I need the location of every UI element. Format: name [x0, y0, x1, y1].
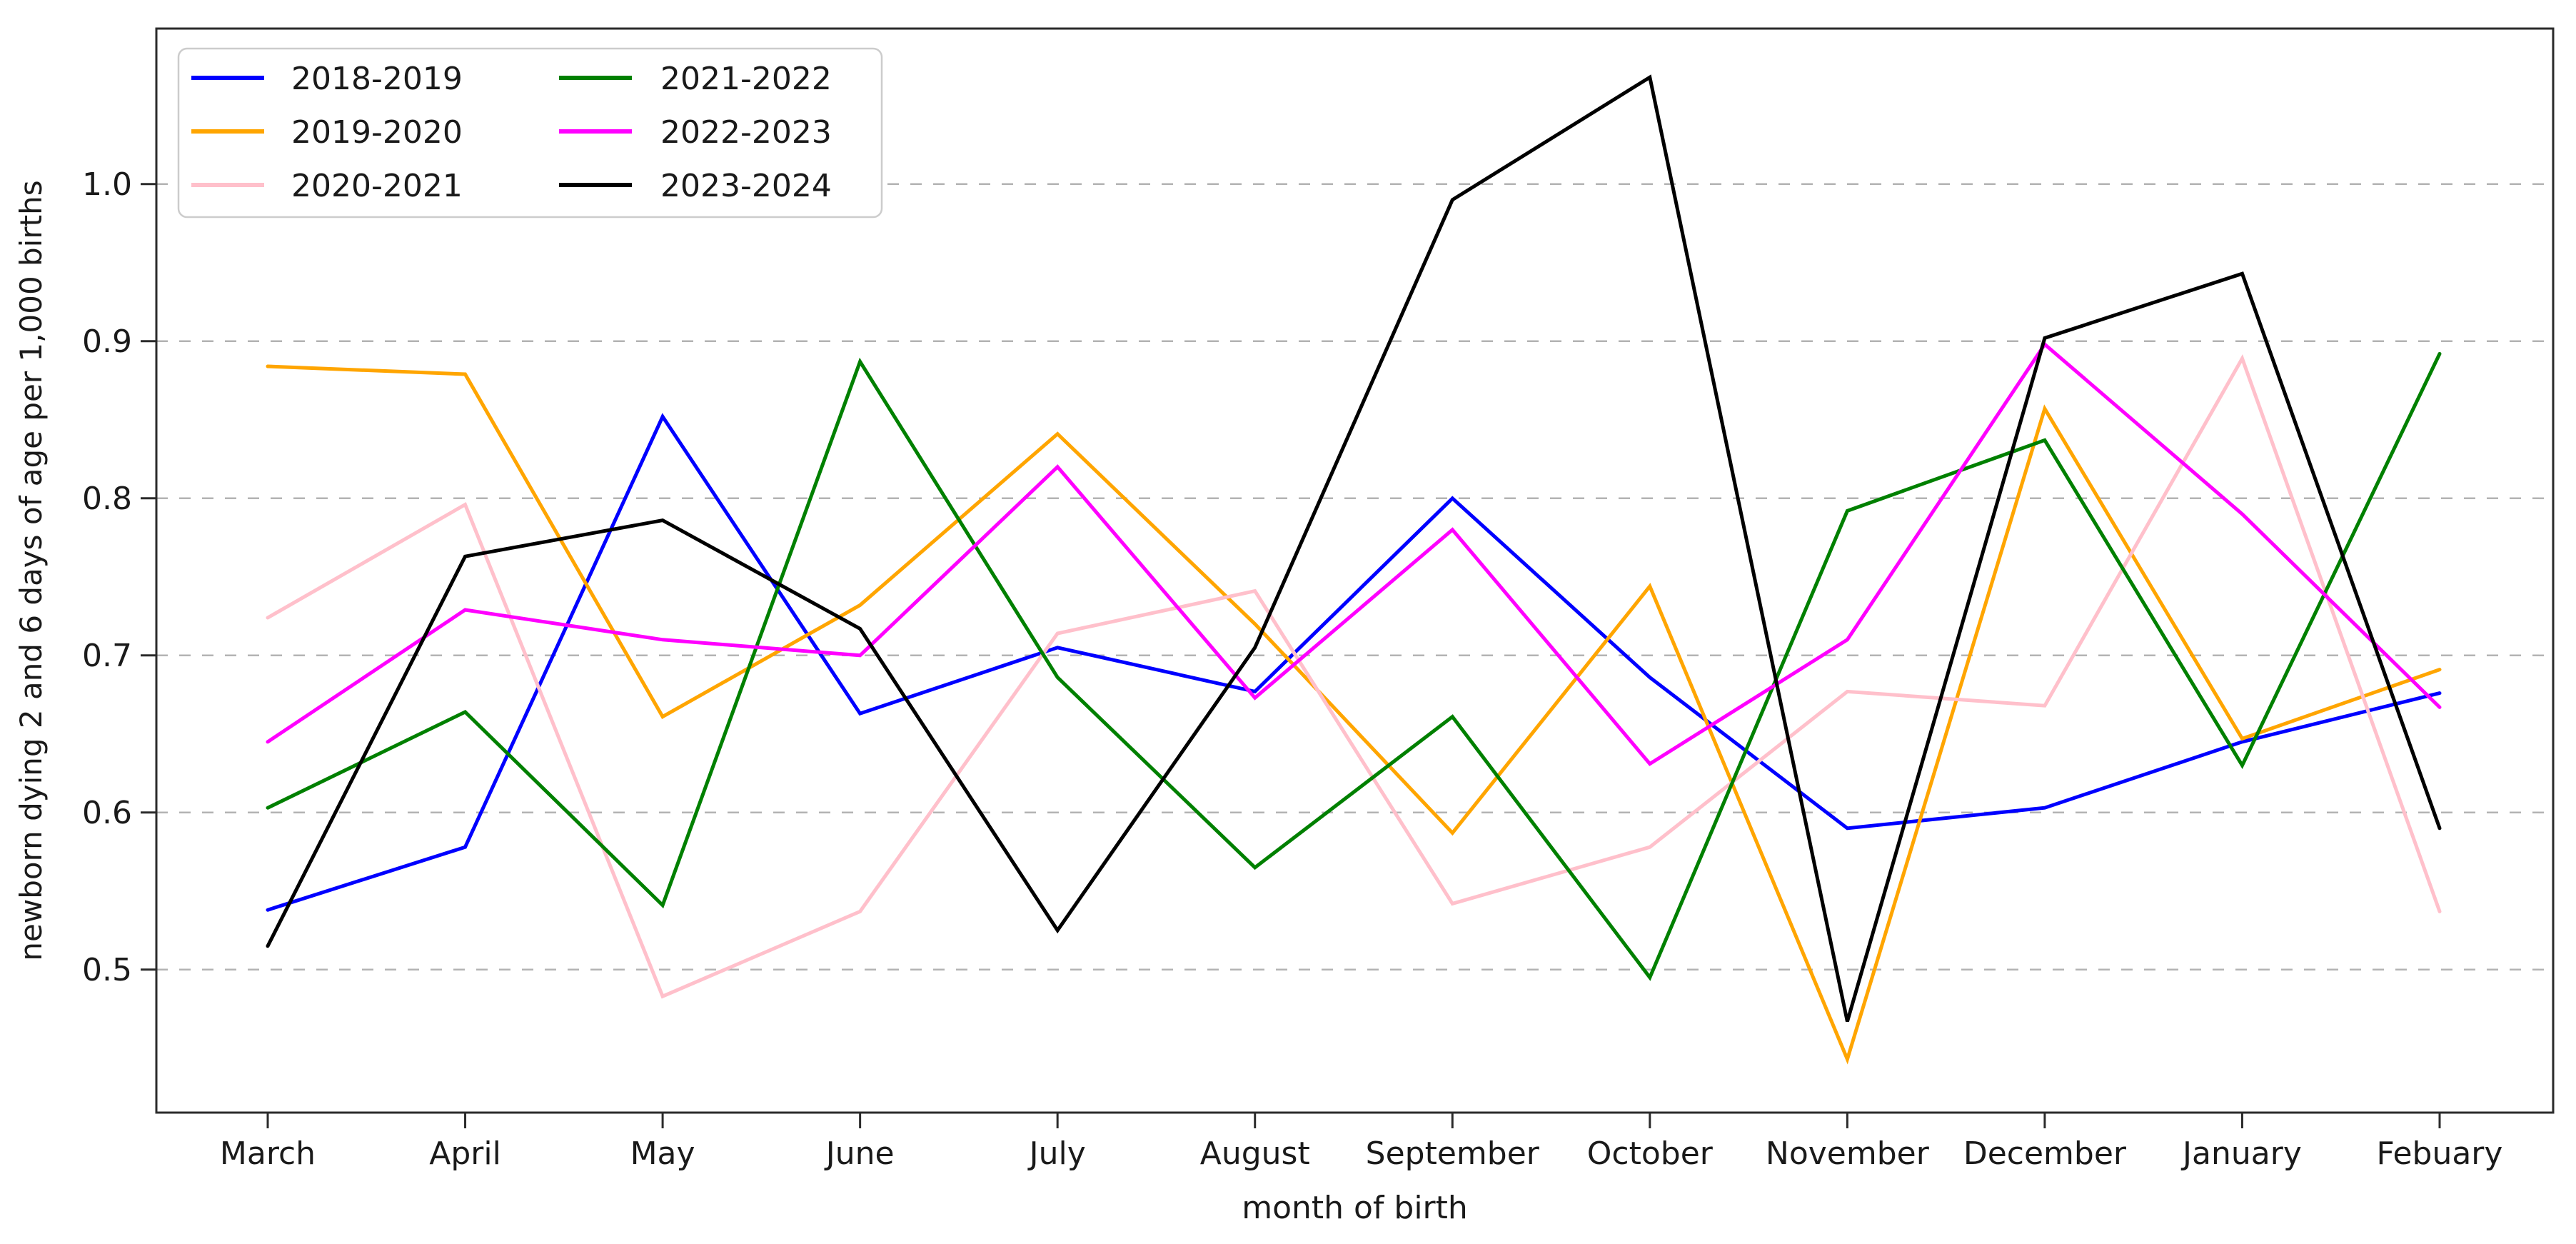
y-tick-label: 0.5 — [82, 952, 132, 988]
series-line-2023-2024 — [266, 74, 2442, 1023]
x-tick-label: July — [1027, 1135, 1086, 1172]
legend-box — [177, 47, 883, 219]
legend-label-2023-2024: 2023-2024 — [660, 168, 832, 204]
series-line-2019-2020 — [266, 364, 2442, 1065]
legend: 2018-2019 2019-2020 2020-2021 2021-2022 2022… — [177, 47, 883, 219]
legend-label-2020-2021: 2020-2021 — [291, 168, 463, 204]
y-tick-label: 0.8 — [82, 481, 132, 517]
x-tick-label: September — [1366, 1135, 1540, 1172]
series-line-2018-2019 — [266, 413, 2442, 912]
x-tick-label: June — [824, 1135, 895, 1172]
x-axis-label: month of birth — [1242, 1190, 1468, 1226]
legend-label-2021-2022: 2021-2022 — [660, 61, 832, 97]
series-line-2022-2023 — [266, 341, 2442, 766]
y-tick-label: 0.7 — [82, 638, 132, 674]
legend-label-2018-2019: 2018-2019 — [291, 61, 463, 97]
series-line-2021-2022 — [266, 351, 2442, 981]
x-tick-label: April — [429, 1135, 501, 1172]
y-tick-label: 1.0 — [82, 166, 132, 203]
x-tick-label: December — [1963, 1135, 2127, 1172]
legend-label-2019-2020: 2019-2020 — [291, 114, 463, 151]
x-tick-label: March — [220, 1135, 316, 1172]
x-tick-label: May — [630, 1135, 695, 1172]
x-tick-label: October — [1587, 1135, 1714, 1172]
plot-border — [155, 27, 2555, 1114]
x-tick-label: November — [1766, 1135, 1930, 1172]
y-tick-label: 0.6 — [82, 795, 132, 831]
y-axis-label: newborn dying 2 and 6 days of age per 1,… — [14, 180, 49, 960]
legend-label-2022-2023: 2022-2023 — [660, 114, 832, 151]
x-tick-label: January — [2180, 1135, 2302, 1172]
x-tick-label: August — [1200, 1135, 1310, 1172]
x-tick-label: Febuary — [2377, 1135, 2503, 1172]
series-line-2020-2021 — [266, 354, 2442, 999]
y-tick-label: 0.9 — [82, 323, 132, 360]
